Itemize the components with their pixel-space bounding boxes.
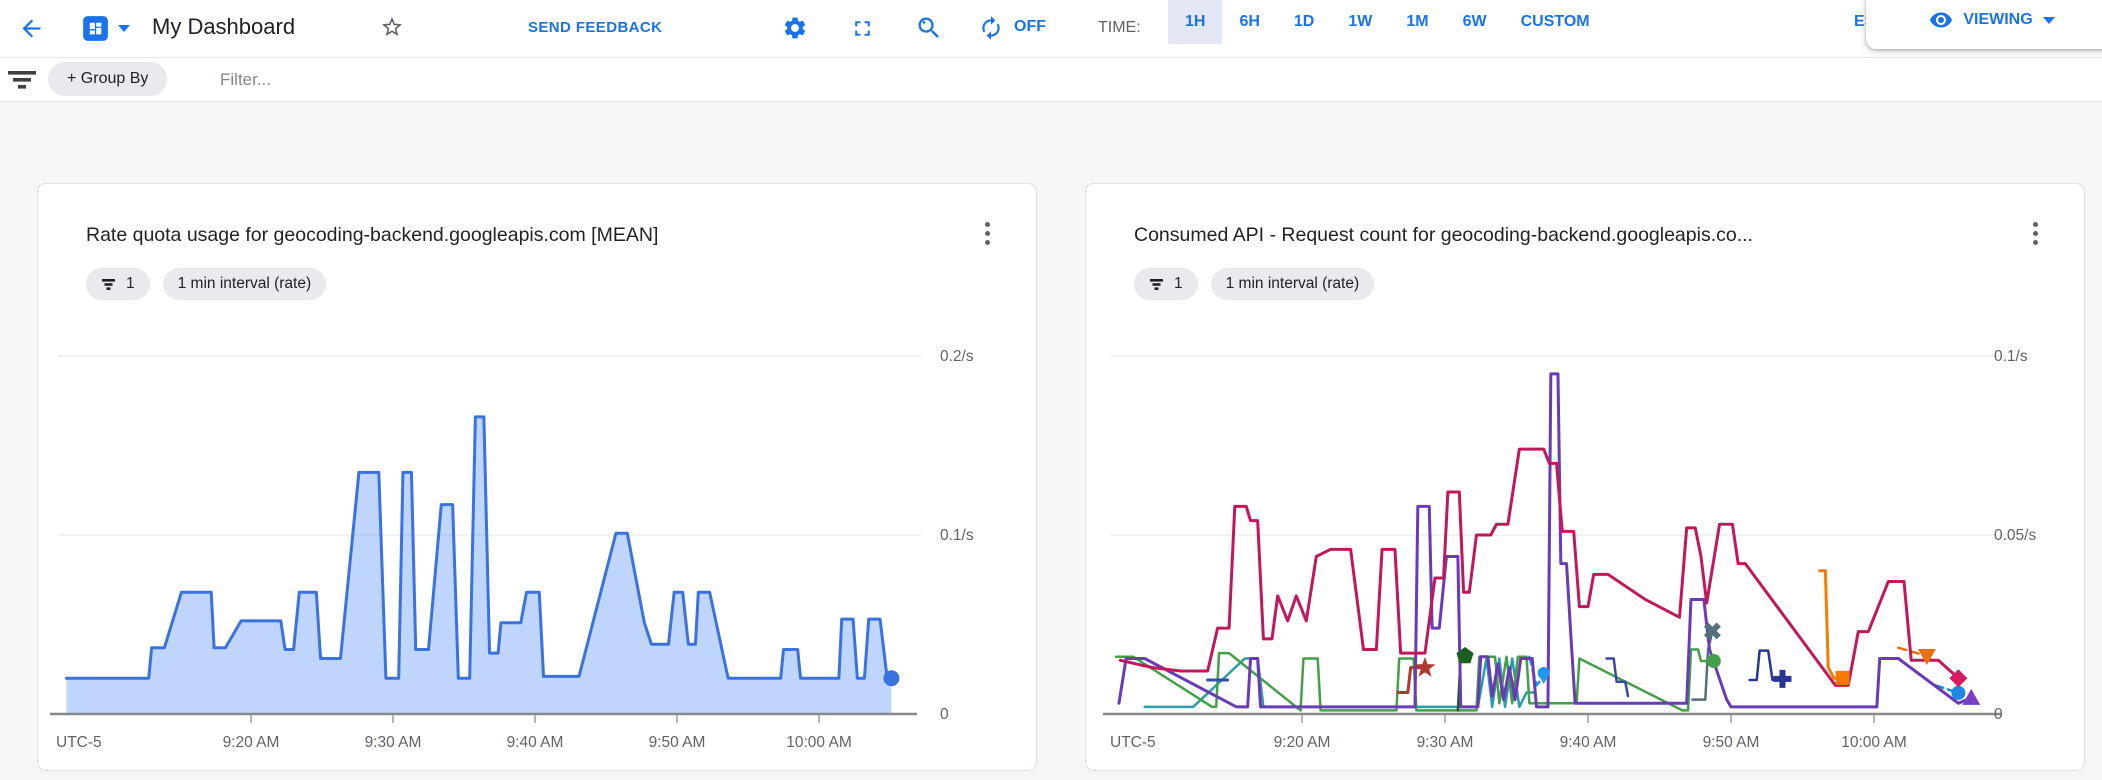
consumed-api-chart[interactable]: 9:20 AM 9:30 AM 9:40 AM 9:50 AM 10:00 AM UTC-… (1086, 184, 2084, 770)
card-consumed-api: Consumed API - Request count for geocodi… (1085, 183, 2085, 771)
svg-text:9:40 AM: 9:40 AM (507, 734, 564, 751)
time-label: TIME: (1098, 19, 1141, 36)
eye-icon (1930, 12, 1953, 28)
filter-bar: + Group By (0, 58, 2102, 102)
card-rate-quota-usage: Rate quota usage for geocoding-backend.g… (37, 183, 1037, 771)
back-arrow-icon (22, 19, 41, 38)
viewing-button[interactable]: VIEWING (1866, 0, 2102, 49)
viewing-label: VIEWING (1963, 11, 2033, 28)
svg-text:0.1/s: 0.1/s (940, 527, 974, 544)
time-range-custom[interactable]: CUSTOM (1504, 0, 1607, 44)
card-menu-button[interactable] (981, 218, 994, 249)
svg-text:10:00 AM: 10:00 AM (786, 734, 852, 751)
auto-refresh-button[interactable] (978, 15, 1004, 41)
svg-text:UTC-5: UTC-5 (1110, 734, 1156, 751)
card-menu-button[interactable] (2029, 218, 2042, 249)
zoom-reset-button[interactable] (915, 14, 943, 42)
search-reset-icon (918, 17, 939, 38)
group-by-chip[interactable]: + Group By (48, 62, 168, 96)
svg-text:9:40 AM: 9:40 AM (1560, 734, 1617, 751)
refresh-icon (982, 16, 1000, 40)
dashboard-grid-icon (83, 16, 108, 41)
svg-text:9:50 AM: 9:50 AM (1703, 734, 1760, 751)
chart-chips: 1 1 min interval (rate) (86, 268, 327, 300)
svg-text:9:30 AM: 9:30 AM (1417, 734, 1474, 751)
svg-text:9:20 AM: 9:20 AM (223, 734, 280, 751)
fullscreen-button[interactable] (850, 16, 875, 41)
svg-text:UTC-5: UTC-5 (56, 734, 102, 751)
page-title: My Dashboard (152, 14, 296, 39)
filter-count-chip[interactable]: 1 (86, 268, 150, 300)
time-range-6w[interactable]: 6W (1446, 0, 1504, 44)
time-range-1w[interactable]: 1W (1331, 0, 1389, 44)
dashboard-switcher-caret-icon[interactable] (118, 25, 130, 32)
filter-count-chip[interactable]: 1 (1134, 268, 1198, 300)
refresh-state-label: OFF (1014, 18, 1046, 35)
dashboard-switcher-button[interactable] (82, 15, 109, 42)
time-range-1m[interactable]: 1M (1389, 0, 1445, 44)
svg-text:0: 0 (1994, 706, 2003, 723)
fullscreen-icon (855, 21, 870, 36)
viewing-caret-icon (2042, 16, 2055, 24)
back-button[interactable] (18, 15, 45, 42)
svg-text:0.2/s: 0.2/s (940, 348, 974, 365)
svg-text:9:20 AM: 9:20 AM (1274, 734, 1331, 751)
star-outline-icon (382, 17, 402, 36)
interval-chip[interactable]: 1 min interval (rate) (1210, 268, 1375, 300)
gear-icon (784, 17, 806, 39)
quota-usage-chart[interactable]: 9:20 AM 9:30 AM 9:40 AM 9:50 AM 10:00 AM UTC-… (38, 184, 1036, 770)
time-range-1d[interactable]: 1D (1277, 0, 1331, 44)
chart-title: Consumed API - Request count for geocodi… (1134, 224, 1753, 246)
settings-button[interactable] (782, 15, 808, 41)
svg-text:9:50 AM: 9:50 AM (649, 734, 706, 751)
svg-text:10:00 AM: 10:00 AM (1841, 734, 1907, 751)
filter-input[interactable] (218, 63, 782, 97)
time-range-6h[interactable]: 6H (1222, 0, 1276, 44)
svg-text:0.05/s: 0.05/s (1994, 527, 2036, 544)
svg-text:0.1/s: 0.1/s (1994, 348, 2028, 365)
dashboard-content: Rate quota usage for geocoding-backend.g… (0, 102, 2102, 780)
svg-text:0: 0 (940, 706, 949, 723)
funnel-icon (102, 278, 115, 290)
top-toolbar: My Dashboard SEND FEEDBACK OFF TIME: 1H 6… (0, 0, 2102, 58)
time-range-1h[interactable]: 1H (1168, 0, 1223, 44)
svg-text:9:30 AM: 9:30 AM (365, 734, 422, 751)
send-feedback-button[interactable]: SEND FEEDBACK (528, 19, 663, 36)
funnel-icon (1150, 278, 1163, 290)
favorite-star-button[interactable] (380, 15, 404, 39)
chart-title: Rate quota usage for geocoding-backend.g… (86, 224, 659, 246)
interval-chip[interactable]: 1 min interval (rate) (162, 268, 327, 300)
filter-list-icon[interactable] (6, 67, 40, 98)
time-range-group: 1H 6H 1D 1W 1M 6W CUSTOM (1168, 0, 1607, 44)
chart-chips: 1 1 min interval (rate) (1134, 268, 1375, 300)
